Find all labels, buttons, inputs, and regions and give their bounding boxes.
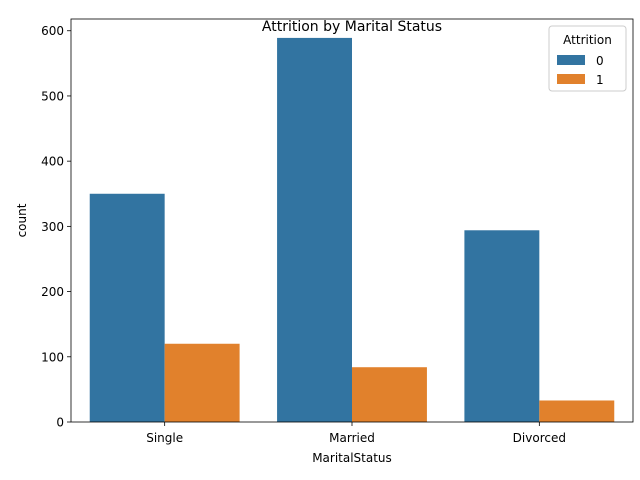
x-axis: Single Married Divorced	[146, 422, 566, 445]
plot-frame	[70, 18, 634, 423]
legend-swatch-1	[557, 74, 585, 84]
legend-swatch-0	[557, 55, 585, 65]
legend-label-0: 0	[596, 54, 604, 68]
bar-married-attrition-1	[352, 367, 427, 422]
legend-label-1: 1	[596, 73, 604, 87]
x-axis-label: MaritalStatus	[312, 451, 392, 465]
bars-group	[89, 37, 615, 422]
bar-divorced-attrition-0	[464, 230, 540, 422]
y-tick-label: 0	[56, 416, 64, 430]
chart-title: Attrition by Marital Status	[262, 19, 442, 35]
legend-title: Attrition	[563, 33, 612, 47]
y-tick-label: 200	[41, 285, 64, 299]
bar-divorced-attrition-1	[539, 400, 615, 422]
y-tick-label: 600	[41, 24, 64, 38]
x-tick-label: Single	[146, 431, 183, 445]
legend: Attrition 0 1	[548, 25, 627, 92]
bar-married-attrition-0	[277, 37, 352, 422]
bar-single-attrition-0	[89, 193, 165, 422]
bar-single-attrition-1	[164, 343, 240, 422]
y-tick-label: 400	[41, 155, 64, 169]
y-tick-label: 300	[41, 220, 64, 234]
x-tick-label: Married	[329, 431, 375, 445]
y-tick-label: 500	[41, 89, 64, 103]
x-tick-label: Divorced	[513, 431, 566, 445]
y-axis: 0 100 200 300 400 500 600	[41, 24, 71, 430]
y-tick-label: 100	[41, 350, 64, 364]
y-axis-label: count	[15, 203, 29, 237]
